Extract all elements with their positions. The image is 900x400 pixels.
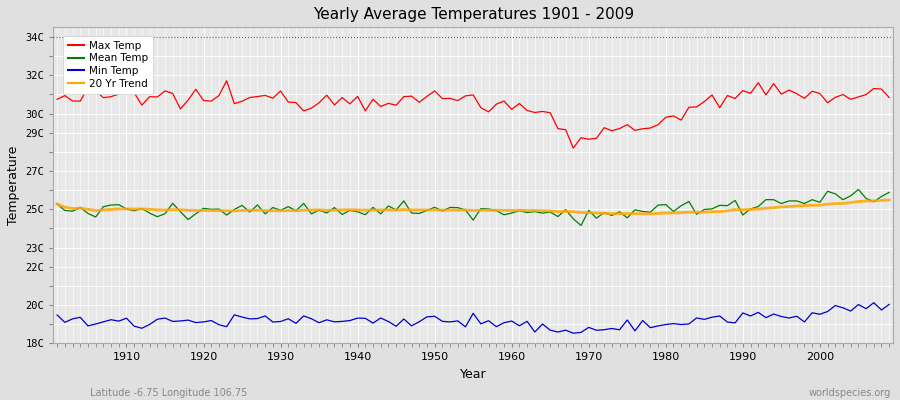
- Text: worldspecies.org: worldspecies.org: [809, 388, 891, 398]
- X-axis label: Year: Year: [460, 368, 487, 381]
- Title: Yearly Average Temperatures 1901 - 2009: Yearly Average Temperatures 1901 - 2009: [312, 7, 634, 22]
- Text: Latitude -6.75 Longitude 106.75: Latitude -6.75 Longitude 106.75: [90, 388, 248, 398]
- Y-axis label: Temperature: Temperature: [7, 146, 20, 225]
- Legend: Max Temp, Mean Temp, Min Temp, 20 Yr Trend: Max Temp, Mean Temp, Min Temp, 20 Yr Tre…: [63, 36, 153, 94]
